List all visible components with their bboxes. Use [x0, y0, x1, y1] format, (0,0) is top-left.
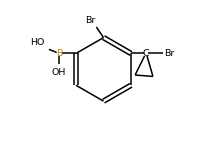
Text: Br: Br — [84, 16, 95, 25]
Text: B: B — [56, 49, 62, 58]
Text: C: C — [142, 49, 148, 58]
Text: HO: HO — [30, 38, 44, 46]
Text: OH: OH — [52, 68, 66, 77]
Text: Br: Br — [163, 49, 173, 58]
